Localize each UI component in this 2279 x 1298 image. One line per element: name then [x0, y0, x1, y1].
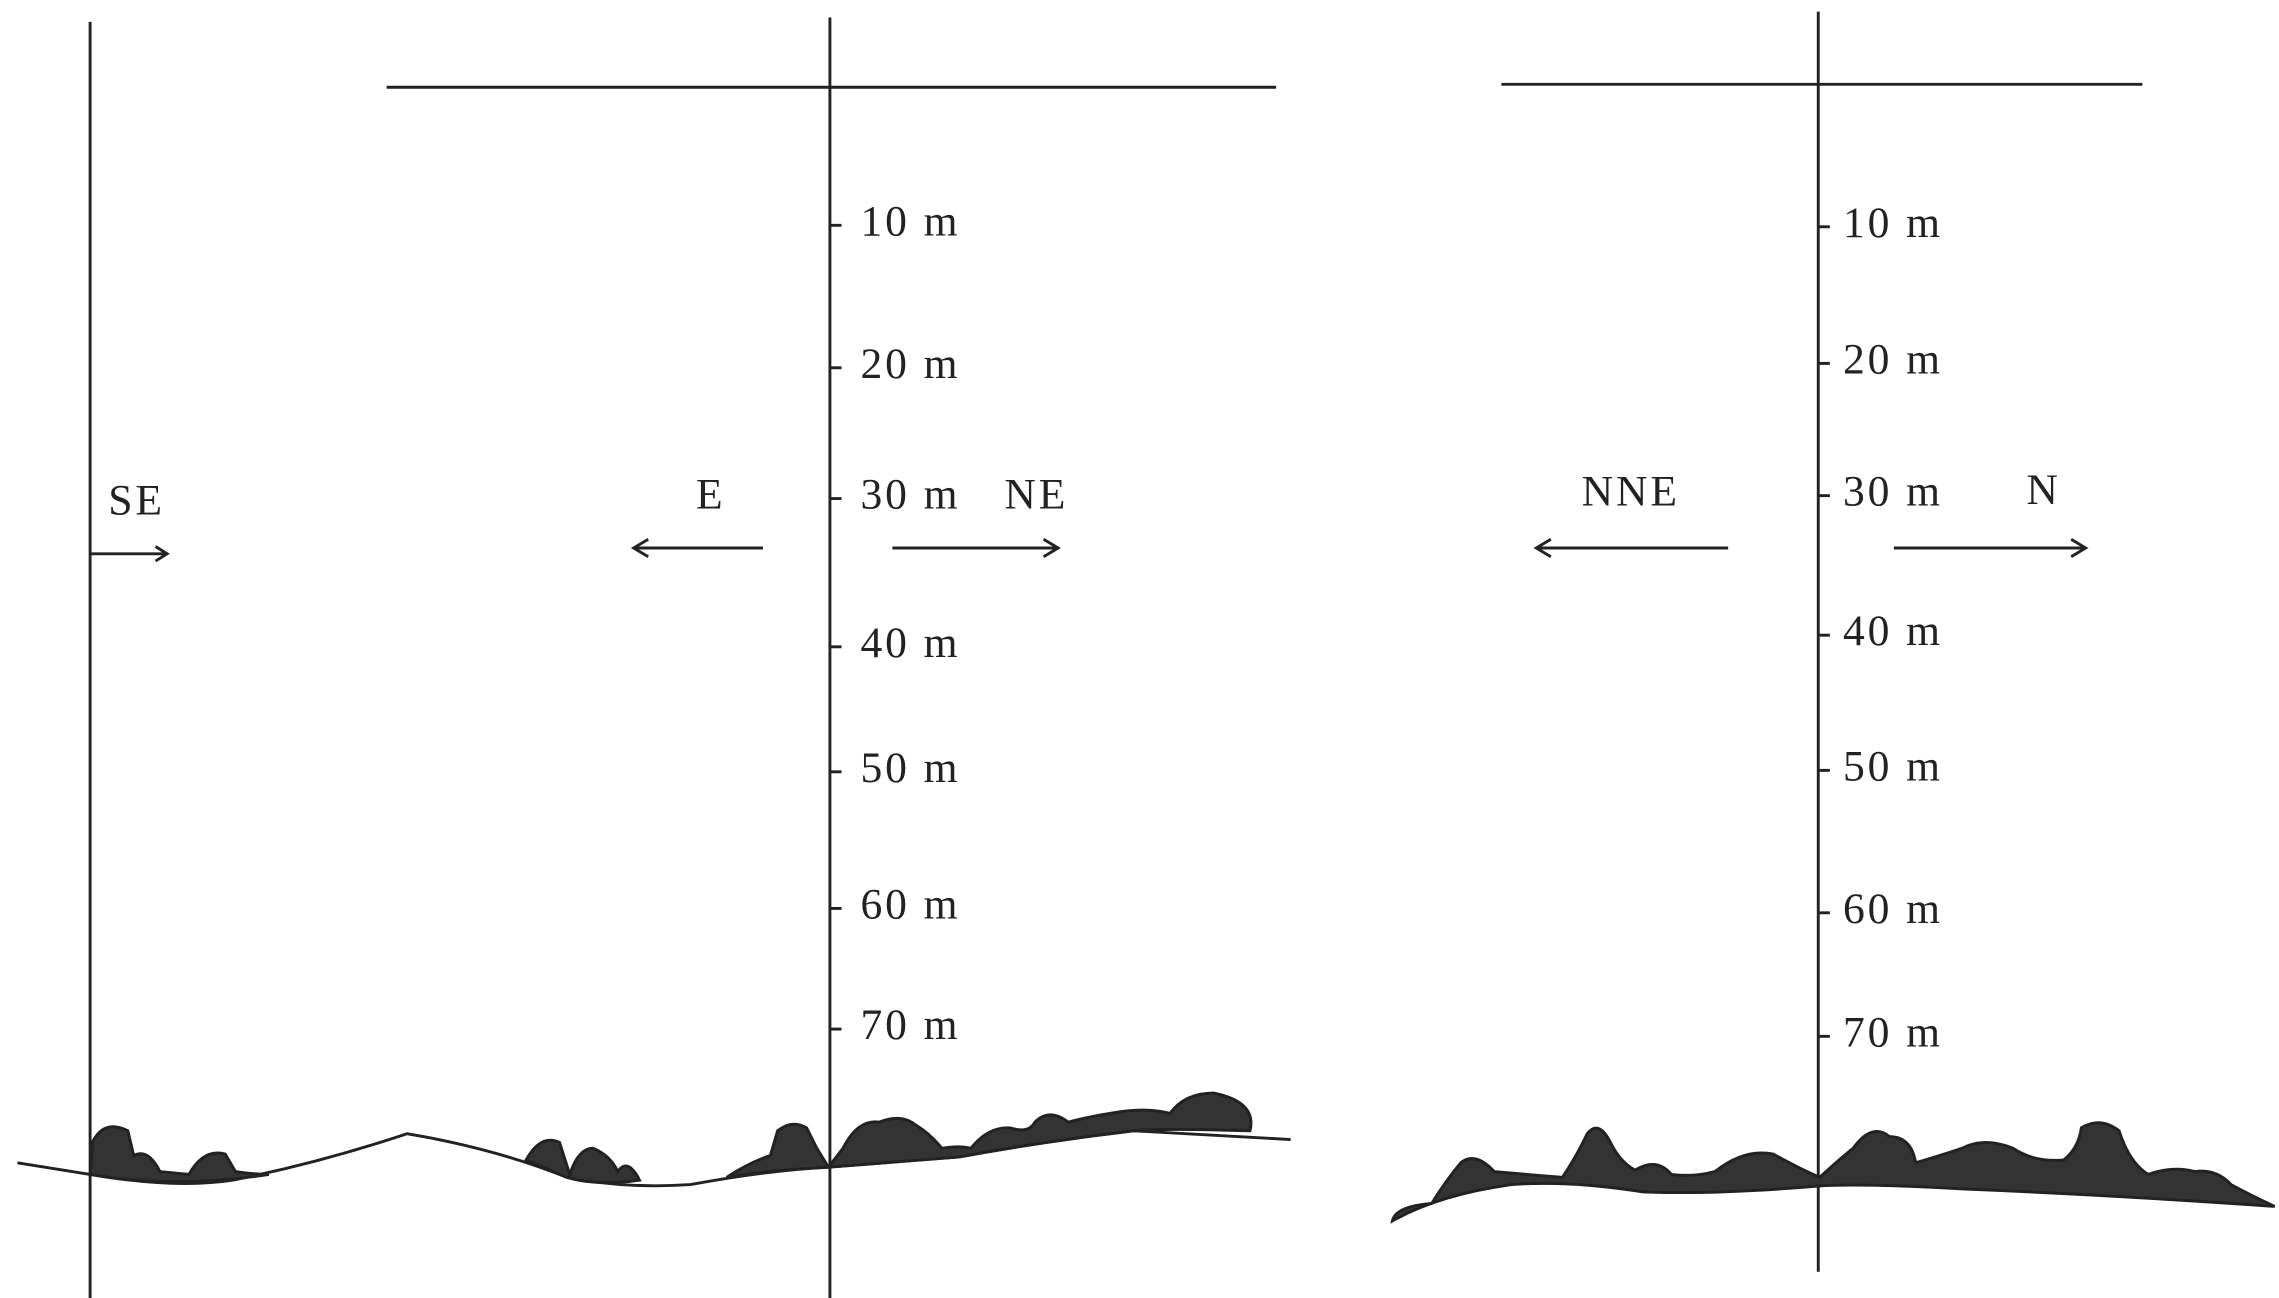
scale-label: 70 m — [860, 1001, 960, 1049]
scale-label: 60 m — [860, 880, 960, 928]
diagram: 10 m 20 m 30 m 40 m 50 m 60 m 70 m 10 m … — [0, 0, 2279, 1298]
direction-arrow — [1894, 539, 2086, 556]
vegetation — [727, 1124, 829, 1177]
direction-label: SE — [108, 476, 165, 524]
scale-label: 70 m — [1843, 1008, 1943, 1056]
scale-label: 40 m — [860, 619, 960, 667]
direction-arrow — [892, 539, 1058, 556]
scale-label: 40 m — [1843, 607, 1943, 655]
scale-label: 50 m — [1843, 742, 1943, 790]
direction-arrow — [90, 547, 167, 562]
scale-label: 30 m — [1843, 468, 1943, 516]
vegetation — [828, 1093, 1251, 1167]
scale-label: 20 m — [860, 340, 960, 388]
scale-label: 10 m — [860, 197, 960, 245]
direction-arrow — [1536, 539, 1728, 556]
scale-label: 30 m — [860, 471, 960, 519]
direction-label: NNE — [1582, 468, 1680, 516]
vegetation — [1392, 1123, 2274, 1221]
scale-ticks — [830, 225, 1830, 1036]
scale-label: 60 m — [1843, 885, 1943, 933]
vegetation — [526, 1140, 639, 1182]
direction-label: NE — [1004, 471, 1068, 519]
vegetation — [90, 1127, 269, 1182]
direction-label: E — [696, 471, 726, 519]
scale-label: 20 m — [1843, 335, 1943, 383]
direction-label: N — [2026, 466, 2060, 514]
scale-label: 50 m — [860, 744, 960, 792]
scale-label: 10 m — [1843, 199, 1943, 247]
direction-arrow — [634, 539, 763, 556]
